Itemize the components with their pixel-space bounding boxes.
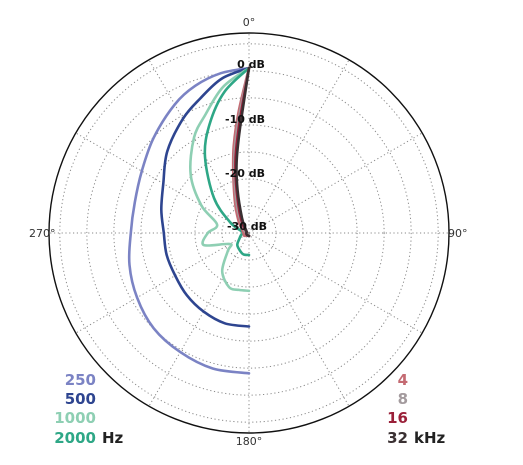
legend-entry-1000: 1000 [54, 409, 96, 427]
legend-entry-32: 32 [387, 429, 408, 447]
angle-label-180: 180° [236, 435, 263, 448]
grid-ring [167, 151, 331, 315]
grid-ring [113, 97, 385, 369]
series-line-250 [127, 66, 251, 375]
angle-label-0: 0° [243, 16, 256, 29]
legend-unit-hz: Hz [102, 429, 124, 447]
legend-unit-khz: kHz [414, 429, 446, 447]
ring-label-0db: 0 dB [237, 58, 265, 71]
polar-labels: 0° 90° 180° 270° 0 dB -10 dB -20 dB -30 … [29, 16, 468, 448]
legend-entry-4: 4 [398, 371, 408, 389]
series-line-4 [231, 66, 251, 238]
ring-label-10db: -10 dB [225, 113, 265, 126]
legend-entry-2000: 2000 [54, 429, 96, 447]
grid-spoke [148, 232, 250, 407]
legend-entry-250: 250 [65, 371, 96, 389]
series-line-32 [235, 66, 251, 238]
ring-label-20db: -20 dB [225, 167, 265, 180]
legend-entry-16: 16 [387, 409, 408, 427]
grid-spoke [148, 59, 250, 234]
series-line-500 [160, 66, 251, 328]
grid-spoke [248, 232, 423, 334]
angle-label-270: 270° [29, 227, 56, 240]
angle-label-90: 90° [448, 227, 468, 240]
legend-entry-500: 500 [65, 390, 96, 408]
outer-circle [48, 32, 450, 434]
polar-curves [127, 66, 251, 375]
grid-ring [59, 43, 439, 423]
grid-ring [140, 124, 358, 342]
grid-spoke [248, 232, 350, 407]
ring-label-30db: -30 dB [227, 220, 267, 233]
grid-spoke [75, 232, 250, 334]
grid-spoke [248, 59, 350, 234]
series-line-1000 [189, 66, 251, 293]
legend-entry-8: 8 [398, 390, 408, 408]
grid-spoke [248, 132, 423, 234]
legend: 250 500 1000 2000 Hz 4 8 16 32 kHz [54, 371, 445, 447]
